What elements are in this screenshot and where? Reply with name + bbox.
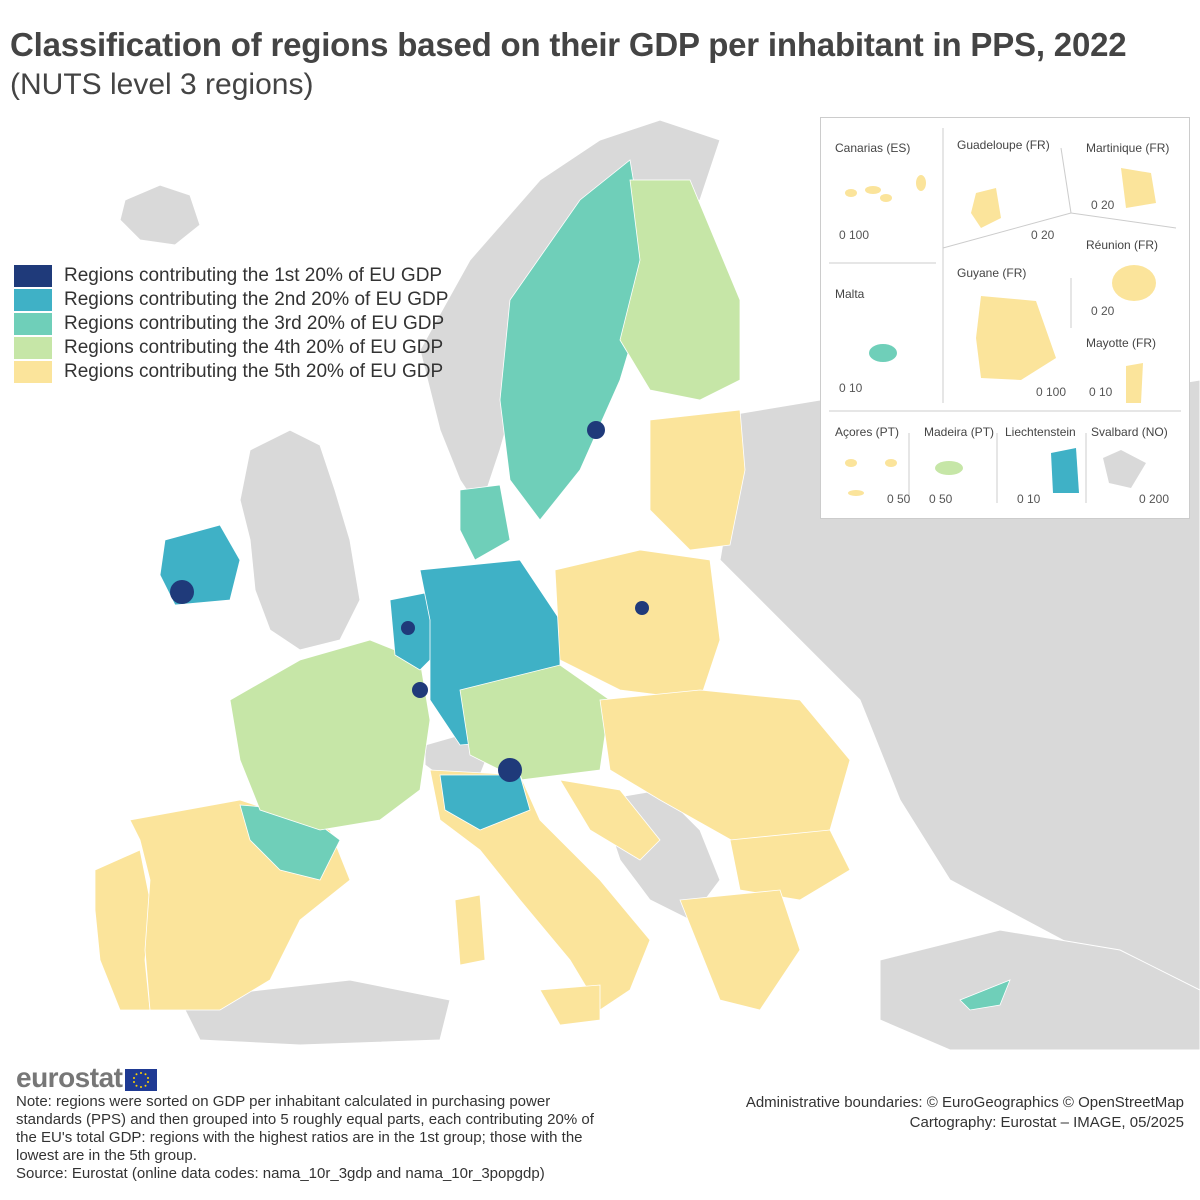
eurostat-logo: eurostat [16,1062,158,1094]
inset-panel: Canarias (ES) 0 100 Guadeloupe (FR) 0 20… [820,117,1190,519]
inset-label-reunion: Réunion (FR) [1086,238,1159,252]
legend-label-1: Regions contributing the 1st 20% of EU G… [64,265,443,286]
inset-scale-reunion: 0 20 [1091,304,1115,318]
map-subtitle: (NUTS level 3 regions) [10,68,314,101]
eu-flag-icon [125,1069,158,1091]
inset-scale-martinique: 0 20 [1091,198,1115,212]
region-central [459,664,611,781]
turkey [879,929,1200,1051]
mayotte-shape [1126,363,1143,403]
legend-swatch-3 [14,313,52,335]
malta-shape [869,344,897,362]
legend-item-5: Regions contributing the 5th 20% of EU G… [14,360,448,384]
region-croatia-slovenia [559,779,661,861]
boundaries-credit: Administrative boundaries: © EuroGeograp… [745,1094,1184,1111]
inset-label-canarias: Canarias (ES) [835,141,911,155]
inset-scale-svalbard: 0 200 [1139,492,1170,506]
inset-scale-madeira: 0 50 [929,492,953,506]
inset-graphics [829,128,1181,503]
spot-warsaw [635,601,649,615]
top-group-spots [170,421,649,782]
region-sardinia [454,894,486,966]
region-greece [679,889,801,1011]
legend-item-1: Regions contributing the 1st 20% of EU G… [14,264,448,288]
note-text: Note: regions were sorted on GDP per inh… [16,1093,594,1164]
canarias-island [865,186,881,194]
map-title: Classification of regions based on their… [10,26,1127,63]
spot-amsterdam [401,621,415,635]
brand-text: eurostat [16,1062,123,1093]
legend-label-2: Regions contributing the 2nd 20% of EU G… [64,289,449,310]
north-africa [179,979,451,1046]
cartography-credit: Cartography: Eurostat – IMAGE, 05/2025 [909,1114,1184,1131]
canarias-island [916,175,926,191]
inset-label-malta: Malta [835,287,865,301]
legend-label-4: Regions contributing the 4th 20% of EU G… [64,337,444,358]
region-sicily [539,984,601,1026]
footnote: Note: regions were sorted on GDP per inh… [16,1093,616,1183]
inset-scale-guyane: 0 100 [1036,385,1067,399]
inset-scale-canarias: 0 100 [839,228,870,242]
acores-island [845,459,857,467]
martinique-shape [1121,168,1156,208]
legend-item-4: Regions contributing the 4th 20% of EU G… [14,336,448,360]
inset-scale-malta: 0 10 [839,381,863,395]
inset-label-acores: Açores (PT) [835,425,900,439]
legend-item-2: Regions contributing the 2nd 20% of EU G… [14,288,448,312]
region-poland [554,549,721,701]
legend-label-3: Regions contributing the 3rd 20% of EU G… [64,313,445,334]
great-britain [239,429,361,651]
spot-munich [498,758,522,782]
legend-swatch-2 [14,289,52,311]
region-italy [429,769,651,1011]
inset-label-guadeloupe: Guadeloupe (FR) [957,138,1050,152]
madeira-shape [935,461,963,475]
inset-label-svalbard: Svalbard (NO) [1091,425,1168,439]
inset-label-mayotte: Mayotte (FR) [1086,336,1157,350]
inset-scale-liechtenstein: 0 10 [1017,492,1041,506]
legend-swatch-4 [14,337,52,359]
region-bulgaria [729,829,851,901]
liechtenstein-shape [1051,448,1079,493]
inset-scale-acores: 0 50 [887,492,911,506]
spot-stockholm [587,421,605,439]
region-finland [619,179,741,401]
inset-label-liechtenstein: Liechtenstein [1005,425,1076,439]
legend-swatch-1 [14,265,52,287]
reunion-shape [1112,265,1156,301]
spot-paris [412,682,428,698]
canarias-island [845,189,857,197]
canarias-island [880,194,892,202]
credits: Administrative boundaries: © EuroGeograp… [746,1093,1184,1133]
svalbard-shape [1103,450,1146,488]
inset-scale-mayotte: 0 10 [1089,385,1113,399]
region-cyprus [959,979,1011,1011]
spot-dublin [170,580,194,604]
iceland [119,184,201,246]
map-legend: Regions contributing the 1st 20% of EU G… [14,264,448,384]
acores-island [848,490,864,496]
inset-label-guyane: Guyane (FR) [957,266,1027,280]
eu-regions [94,159,1011,1026]
legend-swatch-5 [14,361,52,383]
guyane-shape [976,296,1056,380]
region-france [229,639,431,831]
region-denmark [459,484,511,561]
legend-label-5: Regions contributing the 5th 20% of EU G… [64,361,444,382]
legend-item-3: Regions contributing the 3rd 20% of EU G… [14,312,448,336]
source-text: Source: Eurostat (online data codes: nam… [16,1165,545,1182]
inset-scale-guadeloupe: 0 20 [1031,228,1055,242]
region-baltics [649,409,746,551]
inset-label-madeira: Madeira (PT) [924,425,995,439]
inset-label-martinique: Martinique (FR) [1086,141,1170,155]
acores-island [885,459,897,467]
guadeloupe-shape [971,188,1001,228]
